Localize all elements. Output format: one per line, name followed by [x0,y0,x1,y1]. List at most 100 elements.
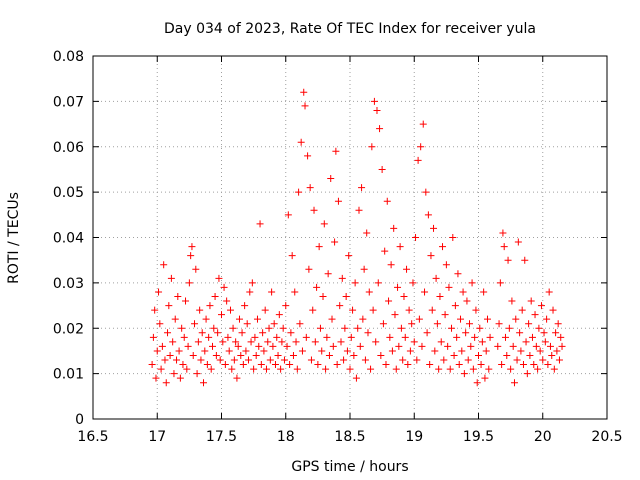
data-point [293,365,301,373]
data-point [182,297,190,305]
data-point [248,279,256,287]
data-point [374,279,382,287]
data-point [478,338,486,346]
data-point [476,324,484,332]
data-point [284,211,292,219]
data-point [519,361,527,369]
data-point [356,342,364,350]
data-point [555,356,563,364]
data-point [527,297,535,305]
data-point [472,306,480,314]
data-point [233,374,241,382]
data-point [288,252,296,260]
data-point [501,333,509,341]
data-point [418,342,426,350]
data-point [336,302,344,310]
data-point [235,315,243,323]
data-point [196,306,204,314]
data-point [300,88,308,96]
data-point [468,279,476,287]
data-point [415,315,423,323]
data-point [340,356,348,364]
data-point [187,252,195,260]
data-point [436,292,444,300]
data-point [334,197,342,205]
data-point [558,342,566,350]
data-point [180,333,188,341]
data-point [409,279,417,287]
data-point [536,347,544,355]
data-point [517,347,525,355]
data-point [554,320,562,328]
data-point [260,347,268,355]
data-point [462,329,470,337]
data-point [341,324,349,332]
data-point [224,333,232,341]
data-point [486,333,494,341]
data-point [274,351,282,359]
data-point [469,365,477,373]
data-point [385,297,393,305]
y-tick-label: 0.08 [53,49,84,65]
data-point [325,351,333,359]
data-point [391,311,399,319]
data-point [376,125,384,133]
data-point [220,283,228,291]
data-point [423,329,431,337]
data-point [193,370,201,378]
data-point [349,306,357,314]
data-point [394,283,402,291]
data-point [514,238,522,246]
data-point [382,361,390,369]
data-point [197,356,205,364]
data-point [322,365,330,373]
data-point [167,274,175,282]
data-point [422,188,430,196]
data-point [516,329,524,337]
data-point [333,361,341,369]
data-point [435,365,443,373]
data-point [449,234,457,241]
data-point [331,238,339,246]
data-point [377,351,385,359]
data-point [373,106,381,114]
data-point [297,138,305,146]
data-point [400,292,408,300]
data-point [441,311,449,319]
x-tick-label: 20 [534,429,552,445]
data-point [277,365,285,373]
data-point [494,342,502,350]
data-point [540,329,548,337]
data-point [383,197,391,205]
data-point [503,351,511,359]
x-tick-label: 19 [405,429,423,445]
data-point [153,347,161,355]
data-point [323,333,331,341]
data-point [505,324,513,332]
data-point [309,306,317,314]
data-point [165,302,173,310]
data-point [480,288,488,296]
data-points [148,88,566,387]
data-point [430,224,438,232]
data-point [459,288,467,296]
data-point [467,342,475,350]
data-point [212,351,220,359]
data-point [403,265,411,273]
data-point [548,351,556,359]
data-point [255,342,263,350]
data-point [202,315,210,323]
data-point [427,252,435,260]
data-point [305,265,313,273]
data-point [286,361,294,369]
data-point [364,329,372,337]
data-point [289,351,297,359]
data-point [155,288,163,296]
data-point [513,356,521,364]
data-point [392,365,400,373]
data-point [522,338,530,346]
data-point [158,342,166,350]
data-point [509,342,517,350]
data-point [207,365,215,373]
data-point [282,302,290,310]
